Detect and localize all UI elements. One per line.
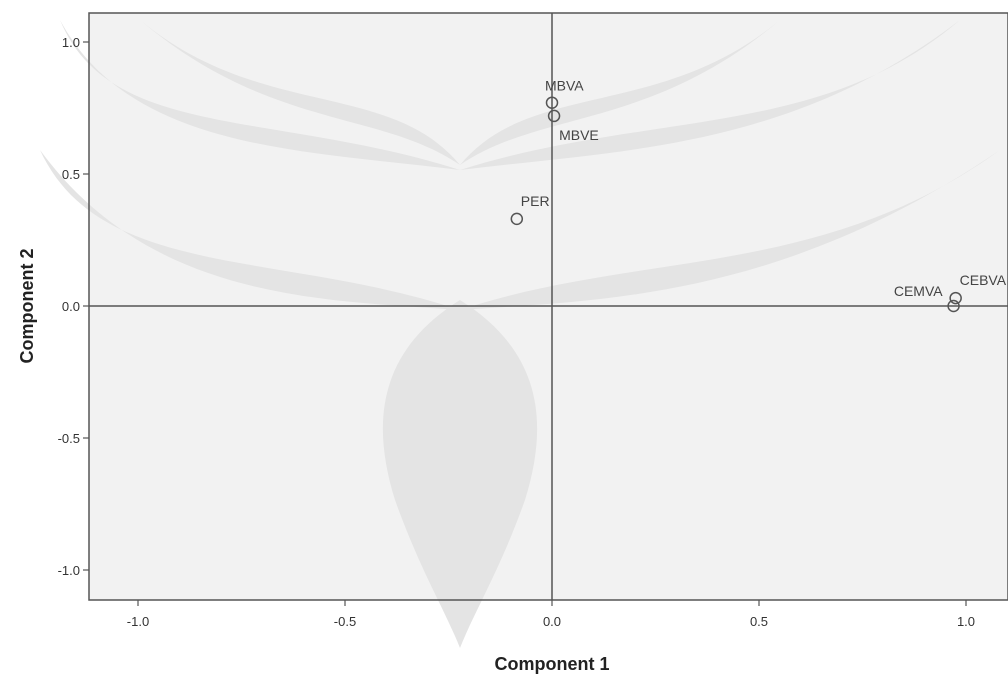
point-marker-cemva xyxy=(947,299,960,313)
x-tick-label: 1.0 xyxy=(957,614,975,629)
point-marker-mbva xyxy=(545,96,559,109)
x-tick-label: 0.0 xyxy=(543,614,561,629)
point-label-mbve: MBVE xyxy=(559,127,599,143)
y-tick-label: -0.5 xyxy=(58,431,80,446)
x-axis-title: Component 1 xyxy=(495,654,610,674)
point-label-per: PER xyxy=(521,193,550,209)
point-marker-per xyxy=(510,212,524,226)
x-tick-label: 0.5 xyxy=(750,614,768,629)
y-axis-ticks: -1.0 -0.5 0.0 0.5 1.0 xyxy=(58,35,89,578)
x-tick-label: -0.5 xyxy=(334,614,356,629)
x-tick-label: -1.0 xyxy=(127,614,149,629)
data-points: MBVA MBVE PER CEBVA CEMVA xyxy=(510,78,1007,313)
y-tick-label: 1.0 xyxy=(62,35,80,50)
point-marker-cebva xyxy=(949,291,962,305)
y-tick-label: -1.0 xyxy=(58,563,80,578)
point-label-mbva: MBVA xyxy=(545,78,584,94)
y-tick-label: 0.5 xyxy=(62,167,80,182)
point-label-cemva: CEMVA xyxy=(894,283,943,299)
point-marker-mbve xyxy=(547,109,561,123)
point-label-cebva: CEBVA xyxy=(960,272,1007,288)
y-axis-title: Component 2 xyxy=(17,249,37,364)
watermark-emblem xyxy=(40,20,1000,648)
y-tick-label: 0.0 xyxy=(62,299,80,314)
x-axis-ticks: -1.0 -0.5 0.0 0.5 1.0 xyxy=(127,600,975,629)
